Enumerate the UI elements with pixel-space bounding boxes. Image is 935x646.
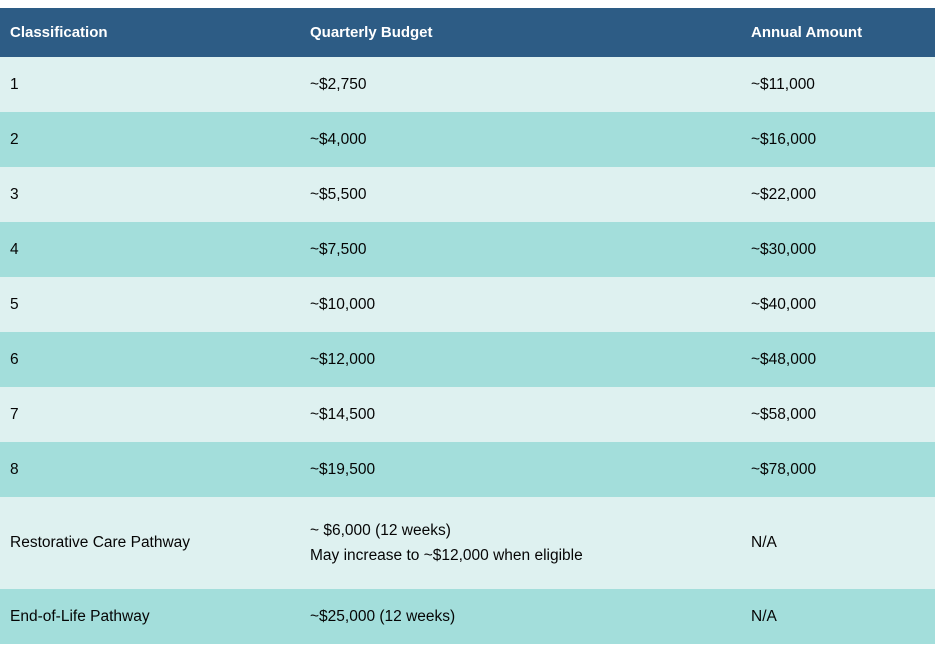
cell-classification: 4: [0, 222, 300, 277]
cell-classification: Restorative Care Pathway: [0, 497, 300, 589]
cell-classification: 5: [0, 277, 300, 332]
table-row: 7 ~$14,500 ~$58,000: [0, 387, 935, 442]
cell-quarterly-budget: ~ $6,000 (12 weeks) May increase to ~$12…: [300, 497, 741, 589]
cell-quarterly-budget: ~$19,500: [300, 442, 741, 497]
cell-classification: 2: [0, 112, 300, 167]
cell-annual-amount: ~$22,000: [741, 167, 935, 222]
cell-quarterly-budget: ~$4,000: [300, 112, 741, 167]
table-row: 2 ~$4,000 ~$16,000: [0, 112, 935, 167]
cell-quarterly-budget: ~$12,000: [300, 332, 741, 387]
cell-annual-amount: N/A: [741, 497, 935, 589]
column-header-annual-amount: Annual Amount: [741, 8, 935, 57]
cell-quarterly-budget: ~$7,500: [300, 222, 741, 277]
cell-annual-amount: ~$48,000: [741, 332, 935, 387]
table-row: 3 ~$5,500 ~$22,000: [0, 167, 935, 222]
cell-classification: End-of-Life Pathway: [0, 589, 300, 644]
cell-annual-amount: N/A: [741, 589, 935, 644]
table-row-end-of-life-pathway: End-of-Life Pathway ~$25,000 (12 weeks) …: [0, 589, 935, 644]
cell-annual-amount: ~$30,000: [741, 222, 935, 277]
cell-annual-amount: ~$40,000: [741, 277, 935, 332]
cell-classification: 3: [0, 167, 300, 222]
table-row: 5 ~$10,000 ~$40,000: [0, 277, 935, 332]
table-header-row: Classification Quarterly Budget Annual A…: [0, 8, 935, 57]
table-row: 8 ~$19,500 ~$78,000: [0, 442, 935, 497]
table-row: 4 ~$7,500 ~$30,000: [0, 222, 935, 277]
budget-table: Classification Quarterly Budget Annual A…: [0, 8, 935, 644]
cell-classification: 1: [0, 57, 300, 112]
cell-classification: 6: [0, 332, 300, 387]
table-row: 1 ~$2,750 ~$11,000: [0, 57, 935, 112]
quarterly-budget-note: May increase to ~$12,000 when eligible: [310, 546, 583, 564]
cell-quarterly-budget: ~$25,000 (12 weeks): [300, 589, 741, 644]
column-header-quarterly-budget: Quarterly Budget: [300, 8, 741, 57]
cell-classification: 8: [0, 442, 300, 497]
cell-annual-amount: ~$11,000: [741, 57, 935, 112]
quarterly-budget-main: ~ $6,000 (12 weeks): [310, 521, 451, 539]
cell-quarterly-budget: ~$10,000: [300, 277, 741, 332]
cell-quarterly-budget: ~$14,500: [300, 387, 741, 442]
column-header-classification: Classification: [0, 8, 300, 57]
cell-annual-amount: ~$16,000: [741, 112, 935, 167]
cell-classification: 7: [0, 387, 300, 442]
cell-quarterly-budget: ~$5,500: [300, 167, 741, 222]
cell-annual-amount: ~$58,000: [741, 387, 935, 442]
table-row: 6 ~$12,000 ~$48,000: [0, 332, 935, 387]
table-row-restorative-care-pathway: Restorative Care Pathway ~ $6,000 (12 we…: [0, 497, 935, 589]
cell-annual-amount: ~$78,000: [741, 442, 935, 497]
cell-quarterly-budget: ~$2,750: [300, 57, 741, 112]
